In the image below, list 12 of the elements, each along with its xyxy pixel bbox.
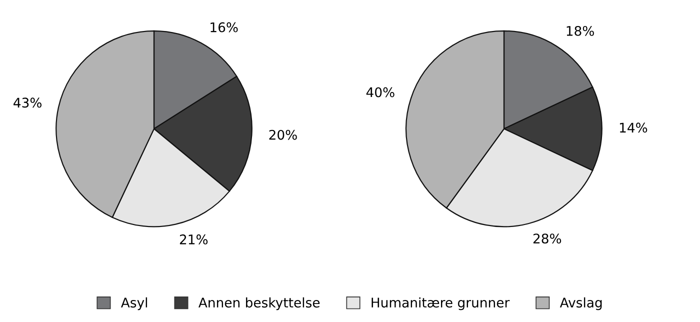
data-label: 21% [180,234,208,244]
data-label: 40% [366,87,394,98]
data-label: 43% [14,98,42,108]
legend-label: Asyl [120,297,148,310]
data-label: 14% [620,122,648,133]
data-label: 18% [566,26,594,36]
legend-label: Avslag [560,297,602,310]
data-label: 20% [269,130,297,140]
legend-label: Humanitære grunner [372,297,510,310]
legend-label: Annen beskyttelse [198,297,320,310]
data-label: 28% [533,234,562,244]
data-label: 16% [210,22,238,32]
